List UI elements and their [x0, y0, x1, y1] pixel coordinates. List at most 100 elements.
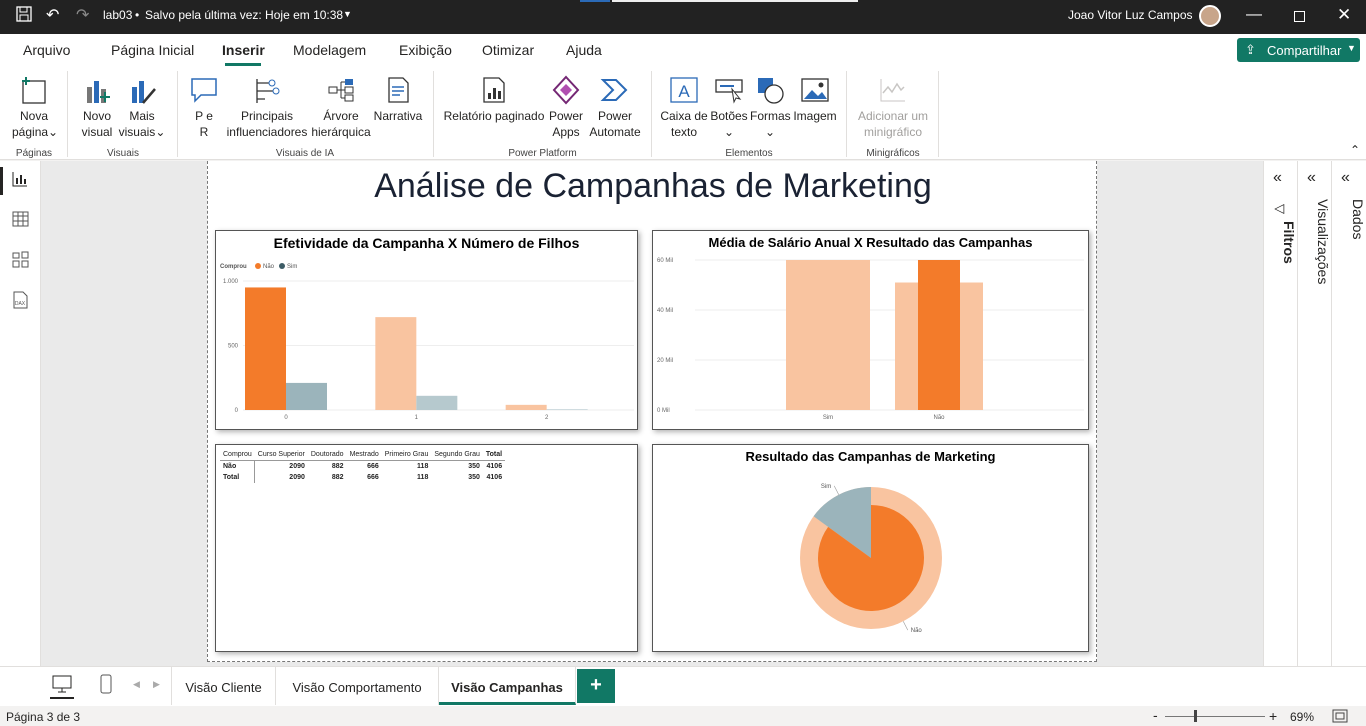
user-name: Joao Vitor Luz Campos	[1068, 8, 1193, 22]
report-page: Análise de Campanhas de Marketing Efetiv…	[207, 161, 1097, 662]
power-apps-button[interactable]: Power Apps	[547, 75, 585, 140]
avatar[interactable]	[1199, 5, 1221, 27]
power-apps-label-2: Apps	[552, 125, 580, 139]
redo-icon[interactable]: ↷	[76, 7, 90, 24]
formas-button[interactable]: Formas ⌄	[750, 75, 791, 140]
matrix-cell: 666	[367, 463, 379, 470]
ribbon-separator	[67, 71, 68, 157]
chart-filhos[interactable]: Efetividade da Campanha X Número de Filh…	[215, 230, 638, 430]
search-box-edge	[612, 0, 858, 2]
matrix-cell: 666	[367, 474, 379, 481]
p-e-r-button[interactable]: P e R	[186, 75, 222, 140]
menu-pagina-inicial[interactable]: Página Inicial	[111, 42, 195, 58]
matrix-header-cell: Primeiro Grau	[381, 449, 432, 461]
image-icon	[801, 78, 829, 102]
adicionar-minigrafico-button[interactable]: Adicionar um minigráfico	[852, 75, 934, 140]
matrix-escolaridade[interactable]: Comprou Curso Superior Doutorado Mestrado Pr…	[215, 444, 638, 652]
group-paginas: Páginas	[15, 148, 53, 159]
fit-to-page-icon[interactable]	[1332, 709, 1348, 726]
novo-visual-button[interactable]: Novo visual	[78, 75, 116, 140]
ribbon-separator	[651, 71, 652, 157]
formas-label: Formas	[750, 109, 791, 123]
zoom-out-icon[interactable]: -	[1153, 707, 1158, 723]
caixa-de-texto-button[interactable]: A Caixa de texto	[659, 75, 709, 140]
imagem-button[interactable]: Imagem	[791, 75, 839, 124]
minimize-icon[interactable]: —	[1246, 6, 1262, 23]
legend-label-1: Sim	[287, 264, 297, 270]
x-tick-label: 1	[415, 415, 419, 421]
matrix-cell: Não	[220, 460, 256, 472]
arvore-hierarquica-button[interactable]: Árvore hierárquica	[311, 75, 371, 140]
tab-visao-cliente[interactable]: Visão Cliente	[171, 667, 276, 705]
pie-leader-Não	[902, 621, 909, 631]
menu-modelagem[interactable]: Modelagem	[293, 42, 367, 58]
chevron-down-icon[interactable]: ▼	[343, 9, 352, 19]
principais-influenciadores-button[interactable]: Principais influenciadores	[226, 75, 308, 140]
zoom-level: 69%	[1290, 710, 1315, 724]
undo-icon[interactable]: ↶	[46, 7, 60, 24]
visualizacoes-pane[interactable]: « Visualizações	[1297, 161, 1331, 666]
matrix-row: Total 2090 882 666 118 350 4106	[220, 472, 505, 483]
menu-otimizar[interactable]: Otimizar	[482, 42, 535, 58]
menu-arquivo[interactable]: Arquivo	[23, 42, 71, 58]
share-button[interactable]: ⇪ Compartilhar ▼	[1237, 38, 1360, 62]
pie-label-Não: Não	[911, 628, 923, 634]
zoom-slider-thumb[interactable]	[1194, 710, 1197, 722]
prev-page-icon[interactable]: ◀	[133, 679, 140, 689]
pie-slice-Não	[818, 505, 924, 611]
matrix-header-cell: Mestrado	[346, 449, 382, 461]
matrix-cell: 882	[331, 474, 344, 481]
matrix-cell: 4106	[486, 474, 503, 481]
mais-visuais-label-1: Mais	[129, 109, 155, 123]
chart-salario[interactable]: Média de Salário Anual X Resultado das C…	[652, 230, 1089, 430]
dax-query-icon[interactable]: DAX	[11, 291, 29, 314]
desktop-layout-icon[interactable]	[52, 675, 72, 698]
file-name: lab03	[103, 8, 133, 22]
mais-visuais-button[interactable]: Mais visuais⌄	[118, 75, 166, 140]
group-power-platform: Power Platform	[508, 148, 577, 159]
report-view-icon[interactable]	[12, 171, 28, 192]
y-tick-label: 500	[228, 344, 239, 350]
narrativa-button[interactable]: Narrativa	[372, 75, 424, 124]
nova-pagina-button[interactable]: Nova página⌄	[12, 75, 58, 140]
zoom-in-icon[interactable]: +	[1269, 708, 1278, 724]
close-icon[interactable]: ✕	[1337, 5, 1352, 24]
x-tick-label: Sim	[823, 415, 833, 421]
y-tick-label: 60 Mil	[657, 258, 673, 264]
botoes-button[interactable]: Botões ⌄	[709, 75, 749, 140]
power-automate-button[interactable]: Power Automate	[586, 75, 644, 140]
model-view-icon[interactable]	[12, 251, 29, 273]
group-visuais-ia: Visuais de IA	[275, 148, 335, 159]
matrix-cell: 118	[417, 463, 429, 470]
menu-exibicao[interactable]: Exibição	[399, 42, 452, 58]
share-label: Compartilhar	[1267, 43, 1342, 58]
expand-filters-icon[interactable]: «	[1273, 169, 1282, 186]
tab-visao-comportamento[interactable]: Visão Comportamento	[276, 667, 439, 705]
table-view-icon[interactable]	[12, 211, 29, 232]
dados-pane[interactable]: « Dados	[1331, 161, 1366, 666]
expand-data-icon[interactable]: «	[1341, 169, 1350, 186]
narrative-icon	[388, 77, 409, 103]
caixa-texto-label-2: texto	[670, 125, 697, 139]
chart-resultado[interactable]: Resultado das Campanhas de Marketing Sim…	[652, 444, 1089, 652]
matrix-cell: 350	[468, 474, 480, 481]
minigrafico-label-1: Adicionar um	[857, 109, 929, 123]
menu-inserir[interactable]: Inserir	[222, 42, 265, 58]
expand-visualizations-icon[interactable]: «	[1307, 169, 1316, 186]
filtros-pane[interactable]: « ▽ Filtros	[1263, 161, 1297, 666]
mobile-layout-icon[interactable]	[100, 674, 112, 699]
matrix-cell: 2090	[289, 474, 305, 481]
tab-visao-campanhas[interactable]: Visão Campanhas	[439, 667, 576, 705]
collapse-ribbon-icon[interactable]: ⌃	[1350, 143, 1361, 157]
save-icon[interactable]	[16, 6, 32, 25]
relatorio-label: Relatório paginado	[443, 109, 545, 123]
power-apps-icon	[552, 75, 580, 105]
zoom-slider-track[interactable]	[1165, 716, 1265, 717]
next-page-icon[interactable]: ▶	[153, 679, 160, 689]
maximize-icon[interactable]	[1294, 11, 1305, 22]
more-visuals-icon	[132, 81, 156, 104]
menu-ajuda[interactable]: Ajuda	[566, 42, 602, 58]
add-page-button[interactable]: +	[577, 669, 615, 703]
matrix-cell: Total	[220, 472, 256, 483]
relatorio-paginado-button[interactable]: Relatório paginado	[441, 75, 547, 124]
